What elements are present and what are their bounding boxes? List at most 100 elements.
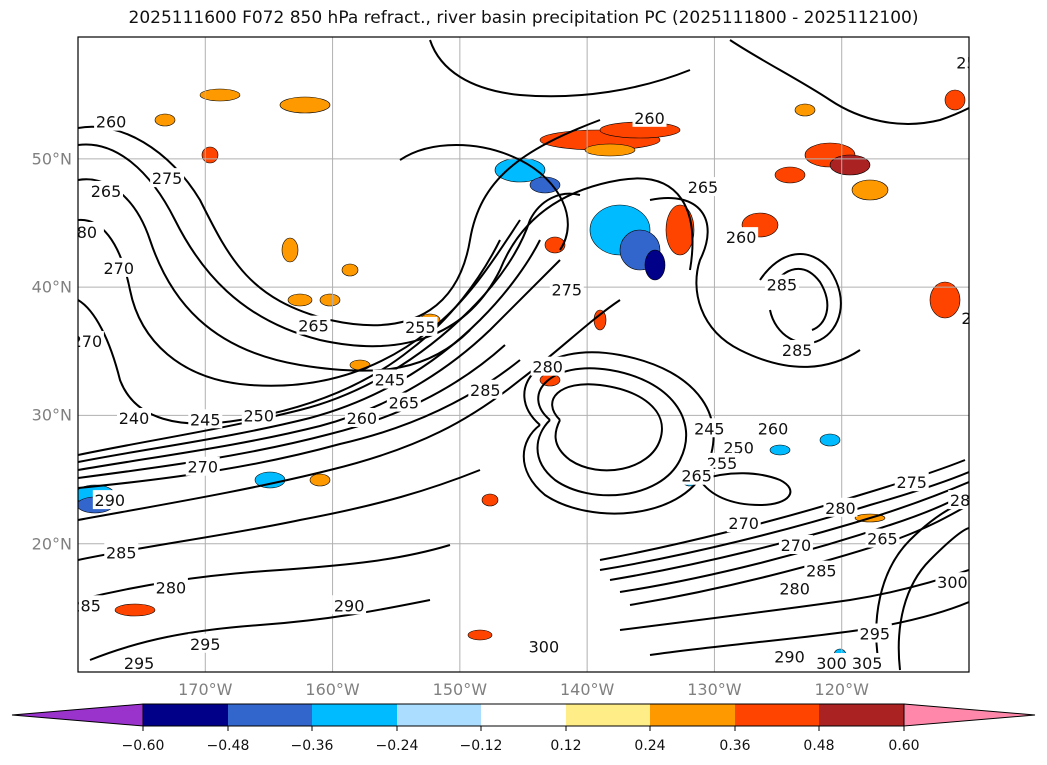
- precipitation-patch: [644, 249, 666, 281]
- contour-label-background: [78, 221, 104, 241]
- precipitation-patch: [154, 113, 176, 127]
- precipitation-patch: [593, 309, 607, 331]
- contour-label-background: [185, 456, 220, 476]
- colorbar-tick-label: 0.48: [803, 738, 835, 754]
- contour-label-background: [344, 408, 379, 427]
- contour-line: [699, 472, 792, 507]
- contour-line: [78, 119, 601, 327]
- precipitation-shading: [78, 88, 966, 662]
- contour-label: 240: [119, 409, 150, 428]
- longitude-label: 170°W: [178, 680, 233, 699]
- contour-label: 80: [77, 223, 97, 242]
- contour-label-background: [241, 405, 276, 425]
- contour-line: [78, 544, 451, 601]
- contour-label-background: [1013, 290, 1047, 309]
- precipitation-patch: [467, 629, 493, 641]
- contour-label: 280: [779, 580, 810, 599]
- contour-line: [729, 39, 969, 125]
- contour-label-background: [468, 379, 503, 399]
- contour-label-background: [778, 535, 813, 554]
- contour-label: 260: [961, 309, 992, 328]
- graticule: [78, 37, 969, 672]
- precipitation-patch: [794, 103, 816, 117]
- contour-label-background: [993, 95, 1027, 114]
- contour-line: [649, 197, 861, 368]
- colorbar-segment: [143, 704, 228, 726]
- contour-label: 280: [156, 578, 187, 597]
- contour-label: 270: [728, 514, 759, 533]
- contour-label: 305: [852, 654, 883, 673]
- colorbar-extend-right: [903, 703, 1036, 727]
- precipitation-patch: [114, 603, 156, 617]
- contour-label-background: [526, 636, 561, 656]
- precipitation-patch: [494, 157, 546, 183]
- contour-line: [769, 267, 829, 331]
- contour-line: [759, 253, 842, 345]
- contour-label: 265: [688, 178, 719, 197]
- contour-label: 265: [1015, 291, 1046, 310]
- longitude-label: 160°W: [305, 680, 360, 699]
- contour-line: [78, 239, 541, 463]
- contour-label: 260: [96, 113, 127, 132]
- colorbar-extend-left: [11, 703, 144, 727]
- precipitation-patch: [279, 96, 331, 114]
- contour-label-background: [726, 513, 761, 533]
- contour-label-background: [954, 52, 969, 72]
- precipitation-patch: [341, 263, 359, 277]
- contour-line: [619, 491, 969, 593]
- colorbar-tick-label: 0.60: [888, 738, 920, 754]
- precipitation-patch: [287, 293, 313, 307]
- colorbar-tick-label: −0.60: [121, 738, 165, 754]
- contour-label-background: [372, 369, 407, 389]
- contour-label-background: [403, 316, 438, 336]
- contour-label: 285: [70, 596, 101, 615]
- contour-label: 265: [867, 530, 898, 549]
- precipitation-patch: [819, 433, 841, 447]
- contour-label-background: [101, 257, 136, 277]
- contour-label-background: [865, 528, 900, 548]
- longitude-label: 120°W: [814, 680, 869, 699]
- contour-label-background: [857, 623, 892, 643]
- contour-label-background: [959, 307, 969, 327]
- contour-label: 265: [389, 394, 420, 413]
- precipitation-patch: [481, 493, 499, 507]
- precipitation-patch: [199, 88, 241, 102]
- contour-label: 250: [723, 439, 754, 458]
- contour-label-background: [948, 490, 969, 510]
- precipitation-patch: [829, 154, 871, 176]
- contour-label-background: [150, 168, 185, 188]
- contour-label: 255: [956, 54, 987, 73]
- contour-label: 290: [95, 491, 126, 510]
- colorbar: [11, 703, 1036, 731]
- contour-label: 255: [405, 318, 436, 337]
- contour-line: [399, 144, 569, 251]
- precipitation-patch: [851, 179, 889, 201]
- precipitation-patch: [281, 237, 299, 263]
- colorbar-segment: [819, 704, 904, 726]
- colorbar-tick-label: −0.24: [375, 738, 419, 754]
- contour-label: 245: [190, 410, 221, 429]
- refractivity-contours: [78, 39, 969, 671]
- precipitation-patch: [319, 293, 341, 307]
- contour-label: 260: [347, 409, 378, 428]
- contour-label: 300: [816, 654, 847, 673]
- contour-line: [897, 527, 969, 671]
- colorbar-segment: [566, 704, 650, 726]
- contour-label: 265: [681, 467, 712, 486]
- contour-label-background: [549, 279, 584, 299]
- contour-label: 275: [152, 169, 183, 188]
- contour-line: [89, 599, 431, 661]
- contour-label: 295: [190, 635, 221, 654]
- map-frame: [77, 36, 970, 673]
- contour-label: 280: [950, 491, 981, 510]
- latitude-label: 50°N: [31, 149, 72, 169]
- contour-label-background: [755, 418, 790, 438]
- contour-line: [649, 601, 969, 656]
- contour-label-background: [764, 274, 799, 294]
- contour-line: [78, 192, 581, 456]
- contour-line: [551, 383, 663, 472]
- contour-label-background: [632, 107, 667, 127]
- contour-line: [429, 39, 691, 98]
- precipitation-patch: [201, 146, 219, 164]
